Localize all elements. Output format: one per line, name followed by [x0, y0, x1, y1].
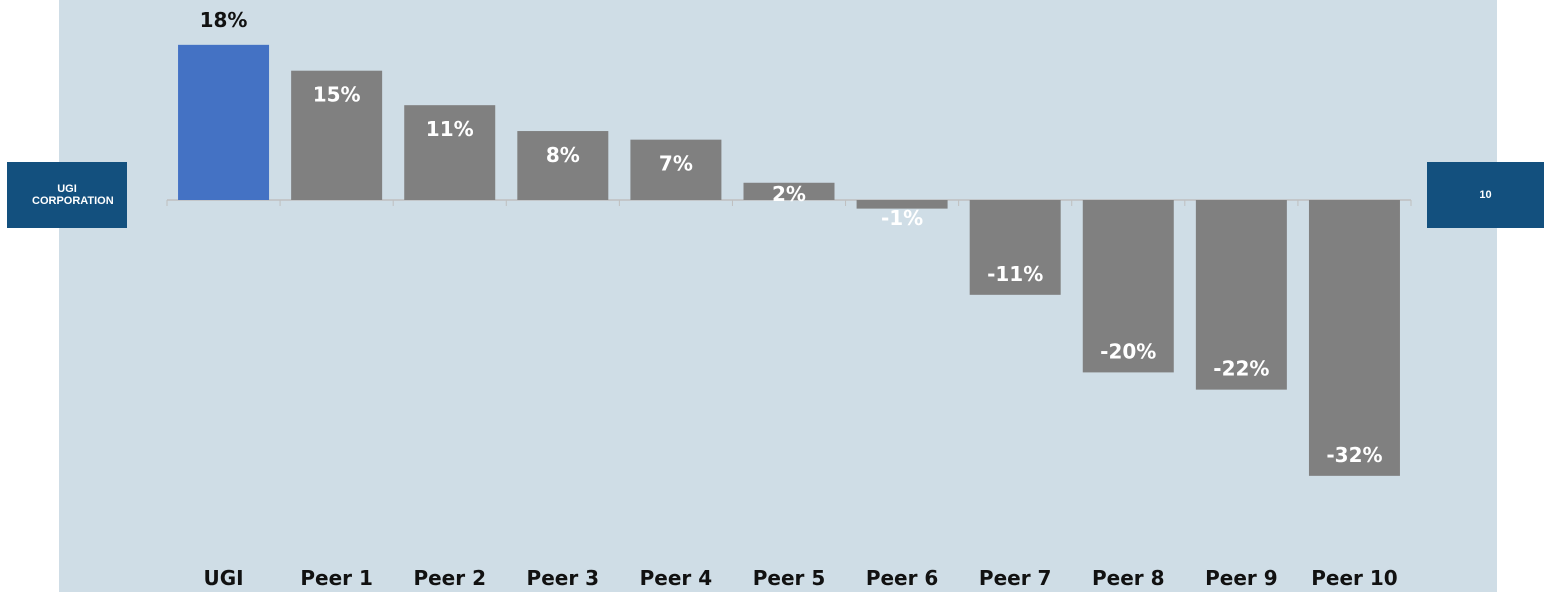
category-label: Peer 3: [527, 566, 600, 590]
data-label: 8%: [546, 143, 580, 167]
data-label: 2%: [772, 182, 806, 206]
category-label: UGI: [203, 566, 243, 590]
company-name-tab: UGI CORPORATION: [7, 162, 127, 228]
data-label: -1%: [881, 206, 923, 230]
bar-peer-4: [630, 139, 722, 200]
data-label: 18%: [200, 8, 248, 32]
category-label: Peer 8: [1092, 566, 1165, 590]
category-label: Peer 10: [1311, 566, 1397, 590]
bar-peer-5: [743, 182, 835, 200]
data-label: -11%: [987, 262, 1043, 286]
bar-ugi: [178, 44, 270, 201]
data-label: -32%: [1326, 443, 1382, 467]
bar-peer-2: [404, 105, 496, 200]
category-label: Peer 7: [979, 566, 1052, 590]
category-label: Peer 9: [1205, 566, 1278, 590]
page-number-label: 10: [1479, 189, 1492, 201]
category-label: Peer 2: [413, 566, 486, 590]
category-label: Peer 6: [866, 566, 939, 590]
data-label: 15%: [313, 83, 361, 107]
data-label: 11%: [426, 117, 474, 141]
category-label: Peer 4: [640, 566, 713, 590]
page-number-tab: 10: [1427, 162, 1544, 228]
bar-peer-6: [856, 200, 948, 209]
bar-peer-8: [1082, 200, 1174, 373]
category-label: Peer 5: [753, 566, 826, 590]
data-label: -22%: [1213, 357, 1269, 381]
bar-peer-3: [517, 131, 609, 200]
bar-peer-10: [1308, 200, 1400, 476]
category-label: Peer 1: [300, 566, 373, 590]
data-label: -20%: [1100, 339, 1156, 363]
bar-peer-9: [1195, 200, 1287, 390]
bar-peer-7: [969, 200, 1061, 295]
bar-peer-1: [291, 70, 383, 200]
data-label: 7%: [659, 152, 693, 176]
company-name-label: UGI CORPORATION: [32, 183, 114, 207]
